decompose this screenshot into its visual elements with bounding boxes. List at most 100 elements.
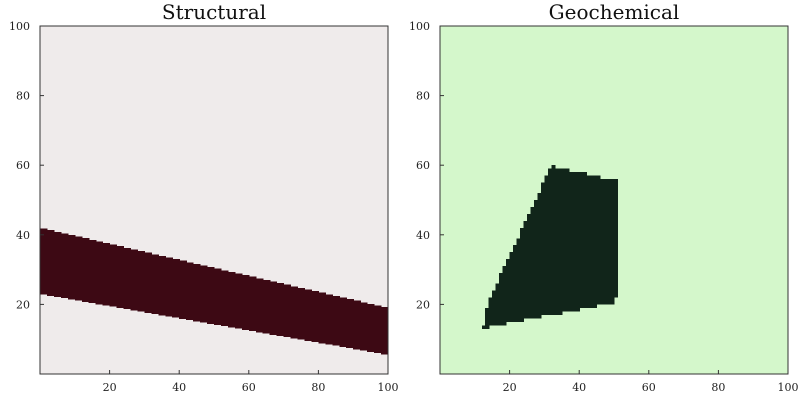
structural-cell [220,270,229,327]
geochemical-cell [547,168,552,316]
structural-cell [123,247,132,310]
structural-cell [116,246,125,308]
geochemical-cell [603,179,608,305]
structural-cell [60,233,69,299]
geochemical-cell [565,168,570,312]
structural-cell [255,278,264,333]
structural-y-tick-label: 80 [16,90,30,103]
geochemical-cell [551,165,556,316]
geochemical-cell [558,168,563,316]
structural-cell [290,286,299,339]
structural-cell [262,279,271,334]
geochemical-y-tick-label: 20 [416,298,430,311]
geochemical-cell [485,307,490,330]
structural-cell [67,235,76,300]
structural-cell [325,294,333,345]
structural-cell [318,292,326,344]
structural-cell [102,243,111,306]
structural-cell [186,262,194,321]
structural-cell [353,300,361,350]
structural-cell [165,257,173,317]
geochemical-cell [544,175,549,316]
geochemical-cell [537,193,542,319]
structural-cell [276,283,285,336]
geochemical-x-tick-label: 20 [503,381,517,394]
structural-cell [297,287,306,340]
structural-cell [269,281,278,335]
structural-cell [214,268,222,326]
structural-cell [130,249,139,311]
geochemical-cell [506,259,511,323]
geochemical-region [481,165,619,330]
structural-cell [40,228,48,295]
structural-cell [81,238,90,302]
structural-cell [374,305,382,354]
geochemical-cell [509,252,514,323]
structural-cell [339,297,347,347]
geochemical-cell [495,283,500,326]
structural-y-tick-label: 20 [16,298,30,311]
geochemical-cell [492,290,497,326]
geochemical-cell [607,179,612,305]
structural-cell [88,239,97,304]
structural-x-tick-label: 80 [311,381,325,394]
geochemical-cell [586,175,591,309]
structural-cell [207,267,215,324]
structural-cell [304,289,313,341]
geochemical-cell [523,220,528,319]
structural-cell [311,291,319,343]
geochemical-cell [614,179,619,298]
structural-cell [95,241,104,305]
geochemical-cell [593,175,598,309]
geochemical-y-tick-label: 60 [416,159,430,172]
geochemical-cell [527,213,532,319]
structural-cell [109,244,118,307]
geochemical-y-tick-label: 80 [416,90,430,103]
geochemical-y-tick-label: 40 [416,229,430,242]
geochemical-cell [502,266,507,326]
structural-cell [137,251,145,312]
geochemical-title: Geochemical [549,0,680,24]
geochemical-cell [600,179,605,305]
structural-cell [234,273,243,329]
structural-cell [53,231,62,298]
geochemical-cell [561,168,566,312]
geochemical-cell [530,206,535,319]
geochemical-cell [520,227,525,323]
structural-cell [193,263,201,322]
structural-y-tick-label: 40 [16,229,30,242]
geochemical-y-tick-label: 100 [409,20,430,33]
geochemical-cell [499,273,504,326]
structural-cell [172,259,180,318]
geochemical-cell [488,297,493,326]
structural-cell [346,299,354,349]
geochemical-panel: 20 40 60 80 100 20 40 60 80 100 Geochemical [409,0,799,394]
geochemical-cell [589,175,594,309]
geochemical-x-tick-label: 80 [711,381,725,394]
geochemical-cell [554,168,559,316]
structural-cell [179,260,187,319]
structural-cell [248,276,257,332]
structural-y-tick-label: 60 [16,159,30,172]
structural-panel: 20 40 60 80 100 20 40 60 80 100 Structural [9,0,399,394]
structural-x-tick-label: 100 [378,381,399,394]
geochemical-x-tick-label: 60 [642,381,656,394]
geochemical-cell [533,200,539,319]
geochemical-cell [540,182,545,316]
geochemical-cell [610,179,615,305]
structural-cell [332,295,340,346]
geochemical-cell [572,172,577,312]
geochemical-axes-frame [439,25,789,375]
geochemical-cell [575,172,580,312]
geochemical-cell [596,175,601,305]
geochemical-cell [481,325,486,330]
structural-cell [360,302,368,351]
structural-region [40,228,389,355]
structural-cell [46,230,55,296]
structural-axes-frame [39,25,389,375]
structural-x-tick-label: 60 [242,381,256,394]
structural-y-tick-label: 100 [9,20,30,33]
structural-title: Structural [162,0,266,24]
geochemical-cell [568,172,573,312]
